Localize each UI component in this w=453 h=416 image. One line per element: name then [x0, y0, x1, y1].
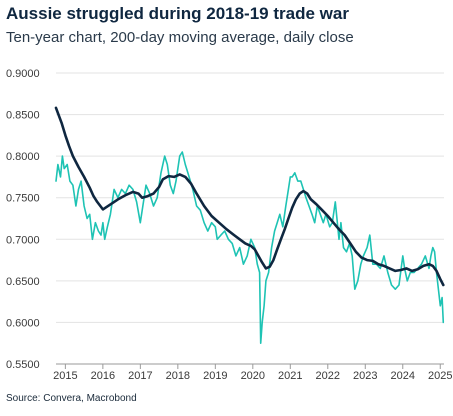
- grid-lines: [56, 72, 444, 365]
- x-tick-label: 2024: [391, 370, 415, 382]
- x-tick-label: 2016: [91, 370, 115, 382]
- line-chart: 0.5500 0.6000 0.6500 0.7000 0.7500 0.8000 0.85…: [6, 68, 452, 382]
- daily-close-line: [55, 151, 445, 344]
- x-tick-label: 2020: [241, 370, 265, 382]
- y-axis-ticks: 0.5500 0.6000 0.6500 0.7000 0.7500 0.8000 0.85…: [6, 68, 40, 371]
- x-tick-label: 2017: [128, 370, 152, 382]
- y-tick-label: 0.7000: [6, 234, 40, 246]
- y-tick-label: 0.6500: [6, 276, 40, 288]
- x-axis: 2015 2016 2017 2018 2019 2020 2021 2022 2023 2024…: [53, 363, 452, 382]
- y-tick-label: 0.9000: [6, 68, 40, 80]
- series-group: [54, 106, 445, 344]
- x-tick-label: 2018: [166, 370, 190, 382]
- y-tick-label: 0.7500: [6, 193, 40, 205]
- chart-subtitle: Ten-year chart, 200-day moving average, …: [6, 29, 354, 46]
- y-tick-label: 0.8500: [6, 110, 40, 122]
- y-tick-label: 0.5500: [6, 359, 40, 371]
- source-note: Source: Convera, Macrobond: [6, 393, 137, 404]
- x-tick-label: 2025: [428, 370, 452, 382]
- x-tick-label: 2019: [203, 370, 227, 382]
- y-tick-label: 0.6000: [6, 317, 40, 329]
- x-tick-label: 2022: [316, 370, 340, 382]
- chart-title: Aussie struggled during 2018-19 trade wa…: [6, 4, 349, 23]
- y-tick-label: 0.8000: [6, 151, 40, 163]
- x-tick-label: 2023: [353, 370, 377, 382]
- x-tick-label: 2015: [53, 370, 77, 382]
- x-tick-label: 2021: [278, 370, 302, 382]
- moving-average-line: [54, 106, 445, 287]
